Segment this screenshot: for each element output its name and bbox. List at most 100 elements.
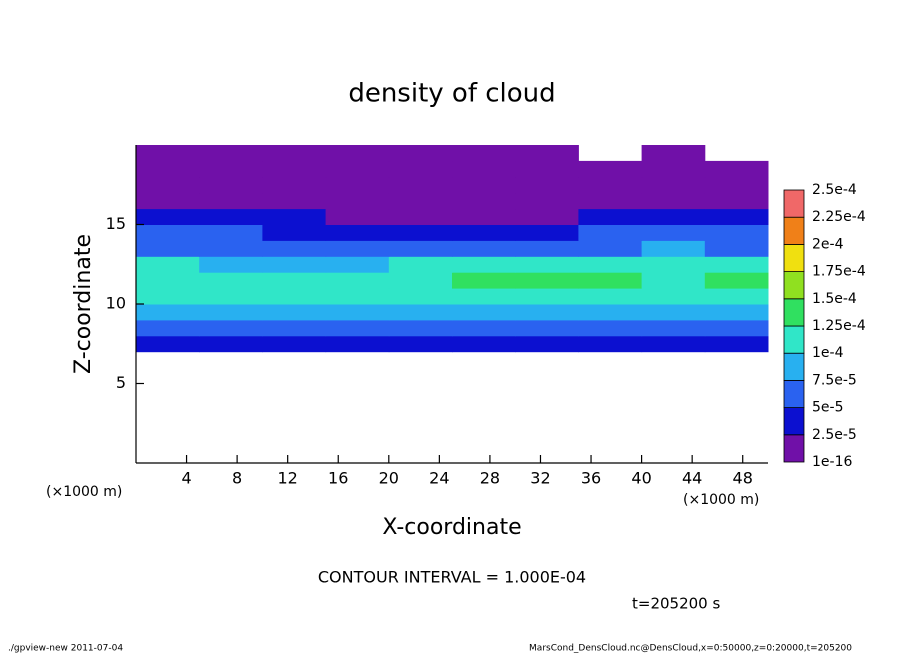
contour-cell xyxy=(136,160,200,178)
contour-cell xyxy=(199,304,263,321)
contour-cell xyxy=(136,208,200,225)
colorbar-box xyxy=(783,243,805,272)
y-axis-label: Z-coordinate xyxy=(71,234,96,374)
contour-cell xyxy=(388,240,453,257)
x-tick-label: 44 xyxy=(682,469,702,488)
contour-cell xyxy=(262,145,327,162)
contour-cell xyxy=(388,272,453,289)
contour-cell xyxy=(704,224,769,241)
contour-cell xyxy=(452,160,516,178)
x-axis-label: X-coordinate xyxy=(382,515,521,540)
contour-cell xyxy=(262,335,327,353)
contour-cell xyxy=(388,288,453,305)
contour-cell xyxy=(452,224,516,241)
contour-cell xyxy=(136,224,200,241)
contour-cell xyxy=(199,240,263,257)
y-tick-label: 15 xyxy=(106,214,126,233)
x-tick-label: 36 xyxy=(581,469,601,488)
contour-cell xyxy=(262,319,327,337)
x-tick-label: 48 xyxy=(733,469,753,488)
contour-cell xyxy=(452,256,516,273)
contour-cell xyxy=(262,256,327,273)
contour-cell xyxy=(136,240,200,257)
contour-cell xyxy=(199,319,263,337)
colorbar-label: 2.5e-4 xyxy=(812,182,857,198)
contour-cell xyxy=(199,335,263,353)
contour-cell xyxy=(704,208,769,225)
contour-cell xyxy=(388,176,453,194)
contour-cell xyxy=(388,304,453,321)
contour-cell xyxy=(704,192,769,210)
colorbar-label: 2e-4 xyxy=(812,236,844,252)
contour-cell xyxy=(515,224,579,241)
contour-cell xyxy=(325,256,390,273)
contour-cell xyxy=(199,256,263,273)
colorbar-label: 7.5e-5 xyxy=(812,372,857,388)
contour-cell xyxy=(199,145,263,162)
footer-right: MarsCond_DensCloud.nc@DensCloud,x=0:5000… xyxy=(529,644,852,654)
contour-cell xyxy=(136,304,200,321)
contour-cell xyxy=(325,240,390,257)
contour-cell xyxy=(388,224,453,241)
colorbar-label: 1.25e-4 xyxy=(812,318,866,334)
contour-cell xyxy=(199,160,263,178)
contour-cell xyxy=(704,288,769,305)
contour-cell xyxy=(641,319,706,337)
contour-cell xyxy=(325,335,390,353)
contour-cell xyxy=(136,192,200,210)
contour-cell xyxy=(704,176,769,194)
contour-cell xyxy=(515,288,579,305)
time-label: t=205200 s xyxy=(632,595,720,613)
contour-cell xyxy=(199,288,263,305)
contour-cell xyxy=(578,224,643,241)
contour-cell xyxy=(388,208,453,225)
chart-title: density of cloud xyxy=(348,79,555,109)
x-tick-label: 16 xyxy=(328,469,348,488)
colorbar-box xyxy=(783,271,805,300)
contour-cell xyxy=(515,335,579,353)
contour-cell xyxy=(388,160,453,178)
contour-cell xyxy=(515,256,579,273)
colorbar-box xyxy=(783,379,805,408)
contour-cell xyxy=(641,176,706,194)
contour-cell xyxy=(325,192,390,210)
contour-cell xyxy=(262,304,327,321)
contour-cell xyxy=(704,240,769,257)
x-tick-label: 20 xyxy=(379,469,399,488)
contour-cell xyxy=(136,319,200,337)
contour-cell xyxy=(641,256,706,273)
contour-cell xyxy=(578,335,643,353)
contour-cell xyxy=(262,160,327,178)
contour-cell xyxy=(641,192,706,210)
contour-cell xyxy=(325,160,390,178)
contour-cell xyxy=(388,256,453,273)
contour-cell xyxy=(641,160,706,178)
contour-cell xyxy=(325,224,390,241)
contour-cell xyxy=(136,272,200,289)
contour-cell xyxy=(325,272,390,289)
contour-cell xyxy=(136,288,200,305)
contour-cell xyxy=(704,319,769,337)
contour-cell xyxy=(262,240,327,257)
colorbar-box xyxy=(783,352,805,381)
contour-cell xyxy=(262,288,327,305)
contour-cell xyxy=(704,335,769,353)
contour-cell xyxy=(515,160,579,178)
contour-cell xyxy=(578,304,643,321)
contour-cell xyxy=(578,272,643,289)
contour-cell xyxy=(199,176,263,194)
colorbar-box xyxy=(783,407,805,436)
contour-cell xyxy=(578,208,643,225)
x-tick-label: 4 xyxy=(181,469,191,488)
contour-cell xyxy=(388,145,453,162)
contour-cell xyxy=(452,272,516,289)
contour-cell xyxy=(262,192,327,210)
contour-cell xyxy=(641,240,706,257)
contour-cell xyxy=(578,176,643,194)
colorbar-box xyxy=(783,216,805,245)
contour-cell xyxy=(641,288,706,305)
contour-cell xyxy=(262,208,327,225)
contour-cell xyxy=(515,319,579,337)
contour-cell xyxy=(325,288,390,305)
contour-cell xyxy=(704,304,769,321)
